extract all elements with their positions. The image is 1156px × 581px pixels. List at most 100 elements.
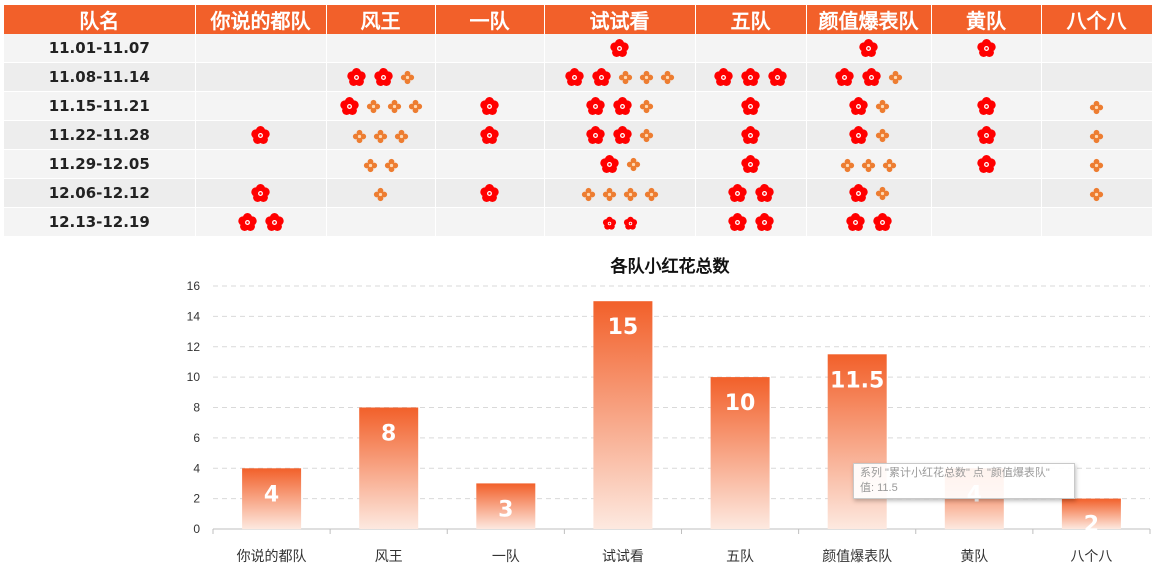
week-label: 11.08-11.14	[4, 62, 196, 92]
flower-cell	[326, 91, 436, 121]
bar-5[interactable]	[710, 377, 770, 529]
flower-cell	[1041, 34, 1153, 63]
red-flower-icon	[613, 125, 632, 144]
flower-cell	[931, 120, 1042, 150]
flower-cell	[326, 34, 436, 63]
red-flower-icon	[741, 67, 760, 86]
bar-value-label: 10	[725, 391, 756, 416]
orange-flower-icon	[888, 70, 903, 84]
x-tick-label: 试试看	[602, 549, 644, 565]
header-team-7: 黄队	[931, 5, 1042, 34]
orange-flower-icon	[626, 157, 640, 171]
flower-cell	[195, 91, 327, 121]
week-label: 11.15-11.21	[4, 91, 196, 121]
red-flower-icon	[592, 67, 611, 86]
x-tick-label: 颜值爆表队	[822, 549, 892, 565]
y-tick-label: 8	[193, 401, 200, 415]
bar-8[interactable]	[1061, 498, 1121, 529]
x-tick-label: 八个八	[1070, 549, 1112, 565]
x-tick-label: 黄队	[960, 548, 988, 565]
orange-flower-icon	[882, 158, 897, 172]
tooltip-value-line: 值: 11.5	[860, 482, 898, 494]
bar-3[interactable]	[476, 483, 536, 529]
flower-cell	[544, 34, 696, 63]
flower-cell	[806, 149, 932, 179]
red-flower-icon	[727, 212, 747, 231]
bar-value-label: 8	[381, 422, 396, 447]
y-tick-label: 0	[193, 522, 200, 536]
flower-cell	[195, 34, 327, 63]
header-team-8: 八个八	[1041, 5, 1153, 34]
y-tick-label: 14	[187, 309, 201, 323]
flower-cell	[544, 120, 696, 150]
red-flower-icon	[754, 183, 774, 202]
table-row: 12.13-12.19	[4, 207, 1153, 237]
flower-cell	[806, 91, 932, 121]
red-flower-icon	[976, 38, 996, 57]
orange-flower-icon	[400, 70, 415, 84]
flower-cell	[1041, 149, 1153, 179]
red-flower-icon	[862, 67, 881, 86]
orange-flower-icon	[660, 70, 675, 84]
orange-flower-icon	[373, 129, 388, 143]
week-label: 11.22-11.28	[4, 120, 196, 150]
red-flower-icon	[872, 212, 892, 231]
flower-cell	[695, 91, 807, 121]
red-flower-icon	[586, 125, 605, 144]
orange-flower-icon	[1089, 158, 1104, 172]
x-tick-label: 五队	[726, 549, 754, 565]
bar-2[interactable]	[359, 407, 419, 530]
flower-cell	[695, 34, 807, 63]
x-tick-label: 你说的都队	[237, 549, 307, 565]
flower-cell	[695, 62, 807, 92]
red-flower-icon	[714, 67, 733, 86]
table-row: 11.08-11.14	[4, 62, 1153, 92]
table-row: 12.06-12.12	[4, 178, 1153, 208]
bar-6[interactable]	[827, 354, 887, 529]
flower-cell	[435, 34, 545, 63]
header-team-label: 队名	[4, 5, 196, 34]
red-flower-icon	[264, 212, 284, 231]
orange-flower-icon	[387, 99, 401, 113]
bar-value-label: 2	[1084, 513, 1099, 538]
orange-flower-icon	[394, 129, 409, 143]
orange-flower-icon	[875, 186, 889, 200]
red-flower-icon	[599, 154, 619, 173]
flower-cell	[195, 178, 327, 208]
table-header-row: 队名 你说的都队 风王 一队 试试看 五队 颜值爆表队 黄队 八个八	[4, 5, 1153, 34]
orange-flower-icon	[373, 187, 388, 201]
flower-cell	[195, 62, 327, 92]
flower-cell	[931, 91, 1042, 121]
flower-cell	[931, 149, 1042, 179]
table-row: 11.15-11.21	[4, 91, 1153, 121]
flower-cell	[195, 120, 327, 150]
table-row: 11.01-11.07	[4, 34, 1153, 63]
flower-cell	[695, 178, 807, 208]
red-flower-icon	[741, 154, 760, 173]
bar-1[interactable]	[242, 468, 302, 530]
red-flower-icon	[848, 96, 868, 115]
orange-flower-icon	[644, 187, 658, 201]
flower-cell	[1041, 178, 1153, 208]
red-flower-icon	[976, 125, 996, 144]
flower-cell	[695, 207, 807, 237]
red-flower-icon	[610, 38, 629, 57]
y-tick-label: 6	[193, 431, 200, 445]
bar-value-label: 11.5	[830, 368, 884, 393]
flower-cell	[326, 207, 436, 237]
flower-cell	[326, 120, 436, 150]
red-flower-icon	[613, 96, 632, 115]
flower-cell	[544, 207, 696, 237]
red-flower-icon	[374, 67, 393, 86]
orange-flower-icon	[861, 158, 876, 172]
bar-4[interactable]	[593, 301, 653, 529]
flower-cell	[806, 120, 932, 150]
table-body: 11.01-11.07 11.08-11.14 11.15-11.21 11.22-1…	[4, 34, 1153, 237]
bar-value-label: 15	[608, 315, 639, 340]
flower-cell	[1041, 120, 1153, 150]
week-label: 12.06-12.12	[4, 178, 196, 208]
flower-cell	[931, 62, 1042, 92]
flower-cell	[931, 178, 1042, 208]
table-row: 11.29-12.05	[4, 149, 1153, 179]
flower-cell	[435, 91, 545, 121]
